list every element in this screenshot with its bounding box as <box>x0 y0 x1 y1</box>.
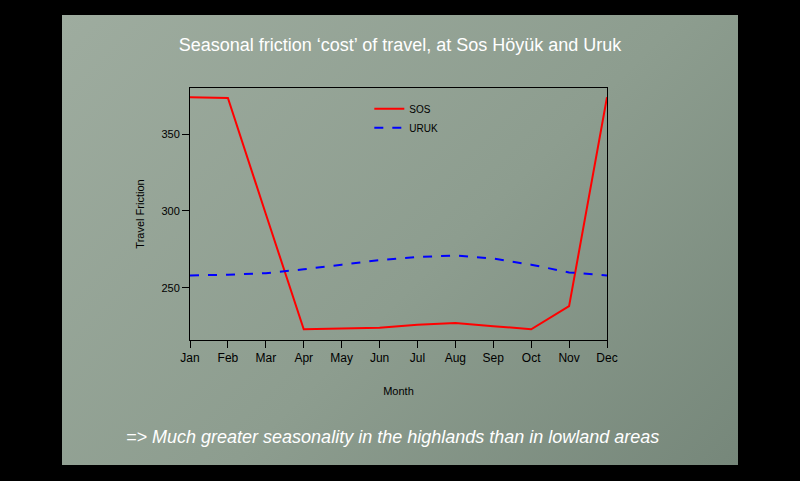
svg-text:SOS: SOS <box>409 104 430 115</box>
svg-text:Jul: Jul <box>410 351 425 365</box>
svg-text:=> Much greater seasonality in: => Much greater seasonality in the highl… <box>126 427 659 447</box>
svg-text:May: May <box>330 351 353 365</box>
svg-text:Travel Friction: Travel Friction <box>134 179 146 248</box>
svg-text:URUK: URUK <box>409 123 438 134</box>
svg-text:Month: Month <box>383 385 414 397</box>
svg-text:300: 300 <box>161 205 179 217</box>
svg-text:Mar: Mar <box>255 351 276 365</box>
svg-text:Dec: Dec <box>596 351 617 365</box>
svg-text:Apr: Apr <box>294 351 313 365</box>
svg-text:Sep: Sep <box>483 351 505 365</box>
svg-text:250: 250 <box>161 282 179 294</box>
svg-text:Nov: Nov <box>558 351 579 365</box>
svg-text:Seasonal friction ‘cost’ of tr: Seasonal friction ‘cost’ of travel, at S… <box>179 35 623 55</box>
svg-text:Aug: Aug <box>445 351 466 365</box>
svg-text:Feb: Feb <box>218 351 239 365</box>
svg-text:Oct: Oct <box>522 351 541 365</box>
svg-text:Jun: Jun <box>370 351 389 365</box>
svg-text:Jan: Jan <box>180 351 199 365</box>
svg-text:350: 350 <box>161 128 179 140</box>
